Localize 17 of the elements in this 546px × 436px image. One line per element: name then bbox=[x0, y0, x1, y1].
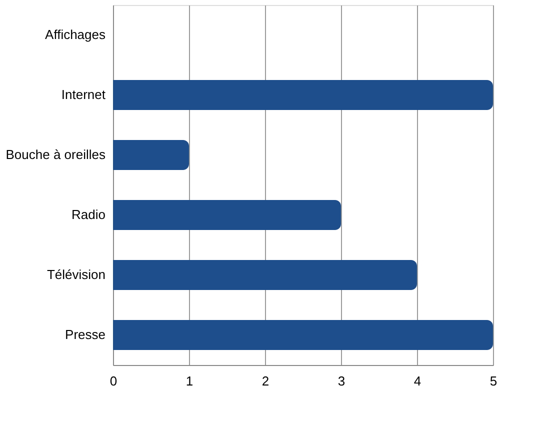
y-tick-label: Affichages bbox=[45, 27, 106, 42]
bar bbox=[113, 260, 417, 290]
x-tick-label: 0 bbox=[110, 374, 118, 388]
bar bbox=[113, 320, 493, 350]
y-tick-label: Télévision bbox=[46, 267, 106, 282]
bar bbox=[113, 200, 341, 230]
y-tick-label: Bouche à oreilles bbox=[6, 147, 106, 162]
x-tick-label: 3 bbox=[338, 374, 346, 388]
x-tick-label: 4 bbox=[414, 374, 422, 388]
bar bbox=[113, 140, 189, 170]
x-tick-label: 1 bbox=[186, 374, 194, 388]
y-tick-label: Internet bbox=[61, 87, 106, 102]
x-tick-label: 5 bbox=[490, 374, 498, 388]
y-tick-label: Radio bbox=[72, 207, 106, 222]
y-tick-label: Presse bbox=[65, 327, 106, 342]
bar bbox=[113, 80, 493, 110]
x-tick-label: 2 bbox=[262, 374, 270, 388]
